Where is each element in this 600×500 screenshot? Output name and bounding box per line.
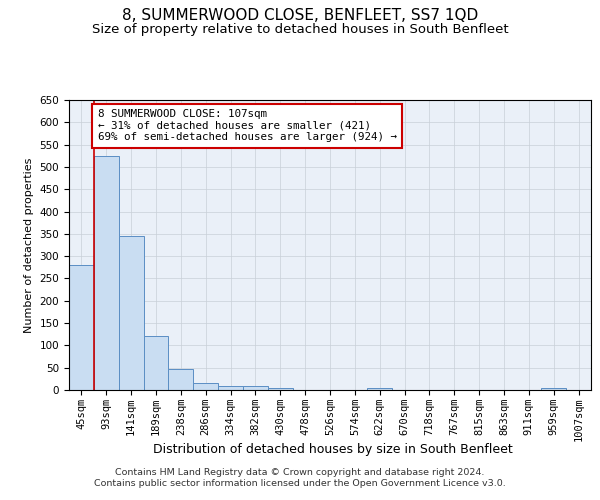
Bar — [119, 236, 143, 390]
Bar — [193, 383, 218, 390]
Text: Distribution of detached houses by size in South Benfleet: Distribution of detached houses by size … — [153, 442, 513, 456]
Y-axis label: Number of detached properties: Number of detached properties — [24, 158, 34, 332]
Bar — [218, 386, 243, 390]
Bar — [169, 369, 193, 390]
Bar — [268, 388, 293, 390]
Text: 8, SUMMERWOOD CLOSE, BENFLEET, SS7 1QD: 8, SUMMERWOOD CLOSE, BENFLEET, SS7 1QD — [122, 8, 478, 22]
Text: Size of property relative to detached houses in South Benfleet: Size of property relative to detached ho… — [92, 22, 508, 36]
Bar — [143, 336, 169, 390]
Bar — [541, 388, 566, 390]
Bar — [94, 156, 119, 390]
Text: Contains HM Land Registry data © Crown copyright and database right 2024.
Contai: Contains HM Land Registry data © Crown c… — [94, 468, 506, 487]
Bar — [69, 265, 94, 390]
Bar — [367, 388, 392, 390]
Bar — [243, 386, 268, 390]
Text: 8 SUMMERWOOD CLOSE: 107sqm
← 31% of detached houses are smaller (421)
69% of sem: 8 SUMMERWOOD CLOSE: 107sqm ← 31% of deta… — [98, 109, 397, 142]
